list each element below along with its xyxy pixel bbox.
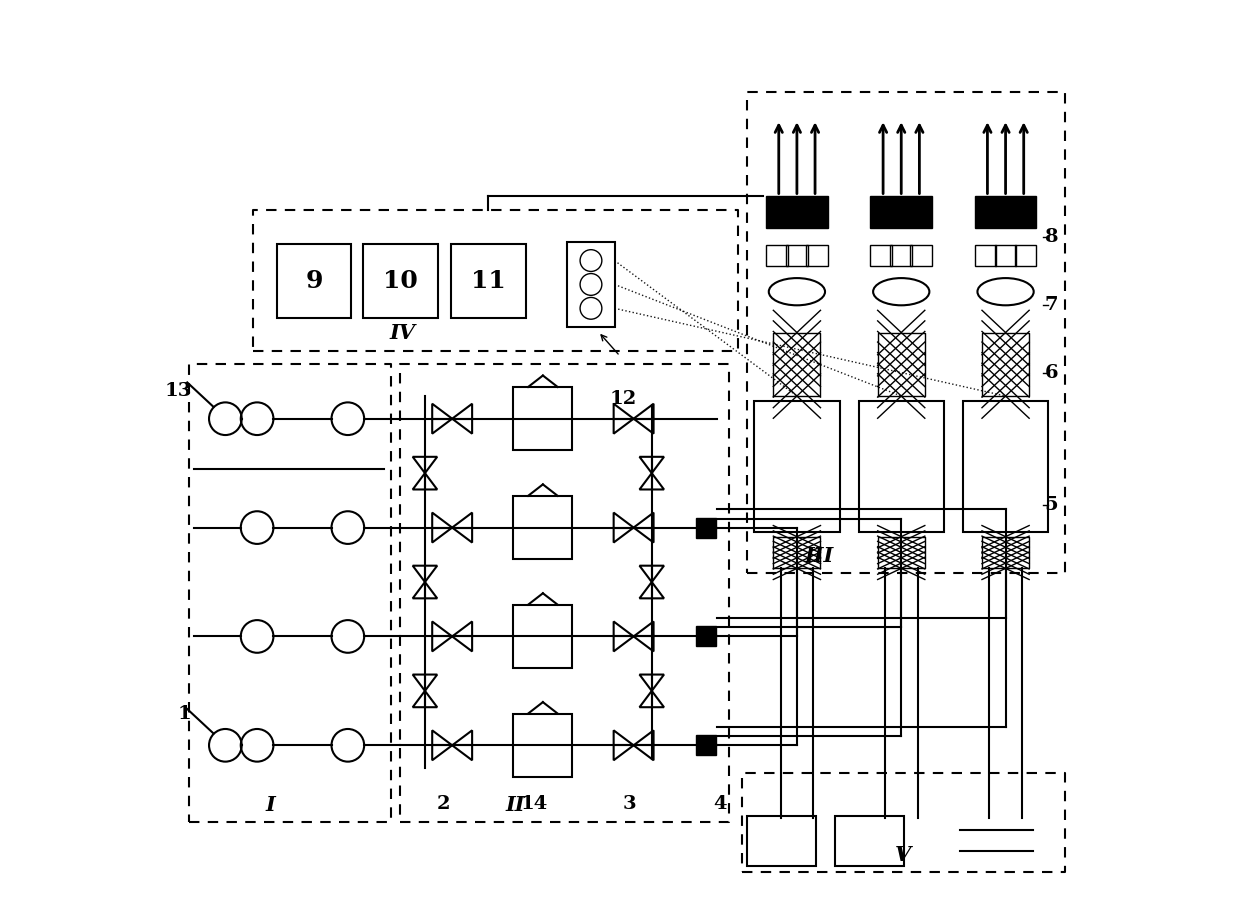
Bar [858, 400, 944, 532]
Bar [277, 244, 351, 318]
Text: 3: 3 [622, 795, 636, 814]
Bar [836, 815, 904, 865]
Bar [975, 245, 997, 267]
Text: 6: 6 [1044, 364, 1058, 382]
Text: III: III [805, 546, 835, 566]
Polygon shape [453, 404, 472, 434]
Bar [696, 735, 717, 755]
Polygon shape [453, 512, 472, 542]
Polygon shape [640, 582, 663, 599]
Polygon shape [640, 691, 663, 707]
Bar [890, 245, 913, 267]
Polygon shape [614, 512, 634, 542]
Bar [568, 242, 615, 327]
Bar [806, 245, 828, 267]
Bar [696, 626, 717, 646]
Polygon shape [413, 457, 438, 473]
Text: 11: 11 [471, 268, 506, 293]
Polygon shape [433, 622, 453, 652]
Text: V: V [895, 845, 911, 865]
Bar [963, 400, 1048, 532]
Polygon shape [640, 566, 663, 582]
Text: I: I [265, 795, 275, 815]
Polygon shape [614, 404, 634, 434]
Text: 8: 8 [1044, 228, 1058, 247]
Polygon shape [413, 473, 438, 490]
Text: 9: 9 [305, 268, 322, 293]
Polygon shape [413, 691, 438, 707]
Text: 10: 10 [383, 268, 418, 293]
Bar [754, 400, 839, 532]
Text: 2: 2 [436, 795, 450, 814]
Bar [451, 244, 526, 318]
Bar [696, 518, 717, 538]
Text: 4: 4 [713, 795, 727, 814]
Bar [513, 387, 573, 450]
Polygon shape [413, 582, 438, 599]
Polygon shape [413, 566, 438, 582]
Bar [910, 245, 932, 267]
Text: 5: 5 [1044, 496, 1058, 514]
Polygon shape [614, 622, 634, 652]
Polygon shape [453, 731, 472, 760]
Polygon shape [634, 404, 653, 434]
Bar [1014, 245, 1037, 267]
Polygon shape [640, 457, 663, 473]
Bar [975, 197, 1037, 228]
Polygon shape [453, 622, 472, 652]
Bar [870, 245, 892, 267]
Bar [994, 245, 1017, 267]
Polygon shape [634, 512, 653, 542]
Polygon shape [634, 622, 653, 652]
Text: 7: 7 [1044, 297, 1058, 314]
Bar [748, 815, 816, 865]
Bar [513, 604, 573, 668]
Polygon shape [640, 473, 663, 490]
Bar [766, 197, 828, 228]
Polygon shape [640, 674, 663, 691]
Text: 14: 14 [521, 795, 547, 814]
Bar [786, 245, 807, 267]
Bar [766, 245, 787, 267]
Polygon shape [614, 731, 634, 760]
Polygon shape [433, 512, 453, 542]
Polygon shape [433, 731, 453, 760]
Bar [513, 713, 573, 777]
Text: 13: 13 [165, 382, 192, 400]
Bar [870, 197, 932, 228]
Text: II: II [506, 795, 526, 815]
Bar [363, 244, 438, 318]
Text: IV: IV [389, 323, 415, 343]
Bar [513, 496, 573, 560]
Text: 12: 12 [610, 389, 637, 408]
Text: 1: 1 [179, 704, 192, 723]
Polygon shape [433, 404, 453, 434]
Polygon shape [634, 731, 653, 760]
Polygon shape [413, 674, 438, 691]
